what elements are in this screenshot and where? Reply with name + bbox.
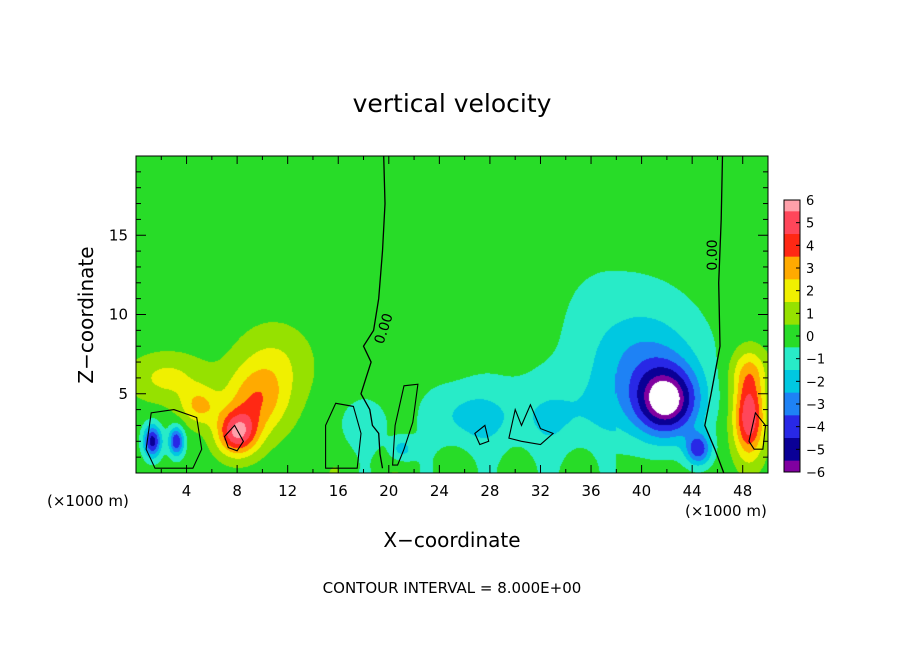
contour-loop-6 [748,411,767,450]
zero-contours [145,155,767,474]
contour-line-left [360,155,386,469]
colorbar-swatch-5 [784,302,800,326]
colorbar-label-12: −6 [806,466,825,481]
colorbar-swatch-6 [784,324,800,348]
colorbar-label-8: −2 [806,375,825,390]
x-tick-label-2: 12 [278,482,297,500]
colorbar-label-0: 6 [806,194,814,209]
contour-loop-3 [508,403,555,446]
chart-title: vertical velocity [353,89,552,118]
x-tick-label-3: 16 [329,482,348,500]
colorbar-label-1: 5 [806,217,814,232]
colorbar-swatch-7 [784,347,800,371]
colorbar-label-10: −4 [806,421,825,436]
contour-loop-2 [392,383,419,466]
x-tick-label-7: 32 [531,482,550,500]
x-tick-label-6: 28 [480,482,499,500]
colorbar-swatch-12 [784,460,800,473]
x-ticks: 4 8 12 16 20 24 28 32 36 40 44 48 [160,156,752,500]
x-tick-label-1: 8 [232,482,242,500]
colorbar-label-7: −1 [806,353,825,368]
x-unit-right: (×1000 m) [685,502,767,520]
colorbar-swatch-3 [784,256,800,280]
x-axis-label: X−coordinate [383,528,520,552]
colorbar-swatch-9 [784,392,800,416]
colorbar-label-5: 1 [806,307,814,322]
colorbar-label-11: −5 [806,443,825,458]
contour-loop-0 [145,409,203,469]
colorbar-swatch-10 [784,415,800,439]
colorbar-swatch-0 [784,200,800,212]
colorbar-swatch-2 [784,234,800,258]
colorbar-label-6: 0 [806,330,814,345]
contour-interval-note: CONTOUR INTERVAL = 8.000E+00 [323,579,582,597]
y-axis-label: Z−coordinate [74,246,98,383]
y-ticks: 5 10 15 [109,171,768,458]
colorbar-label-9: −3 [806,398,825,413]
contour-loop-5 [223,424,245,452]
y-tick-label-2: 15 [109,226,128,244]
contour-label-right: 0.00 [705,239,721,270]
colorbar-label-3: 3 [806,262,814,277]
contour-loop-1 [325,402,362,469]
colorbar-label-2: 4 [806,239,814,254]
x-tick-label-11: 48 [733,482,752,500]
colorbar-swatch-8 [784,370,800,394]
x-tick-label-5: 24 [430,482,449,500]
colorbar-swatch-4 [784,279,800,303]
colorbar-swatch-1 [784,211,800,235]
x-tick-label-10: 44 [683,482,702,500]
velocity-field [136,156,768,473]
x-unit-left: (×1000 m) [47,492,129,510]
x-tick-label-0: 4 [182,482,192,500]
x-tick-label-9: 40 [632,482,651,500]
y-tick-label-0: 5 [118,385,128,403]
contour-loop-4 [474,424,490,446]
contour-line-right [704,155,725,474]
colorbar: 6 5 4 3 2 1 0 −1 −2 −3 −4 −5 −6 [783,194,825,481]
x-tick-label-4: 20 [379,482,398,500]
x-tick-label-8: 36 [581,482,600,500]
y-tick-label-1: 10 [109,306,128,324]
colorbar-label-4: 2 [806,285,814,300]
colorbar-swatch-11 [784,438,800,462]
